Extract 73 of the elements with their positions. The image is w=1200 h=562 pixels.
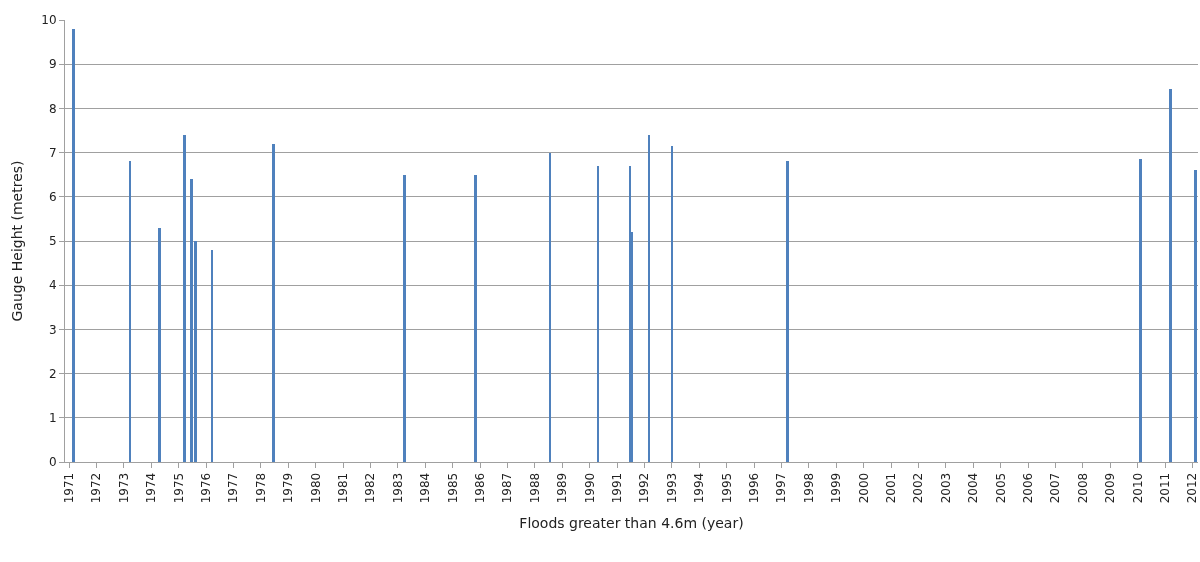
x-tick-label: 1980 <box>308 472 323 504</box>
x-tick-label: 2005 <box>993 472 1008 504</box>
x-tick-label: 1997 <box>774 472 789 504</box>
bar <box>72 29 75 462</box>
y-tick-label: 3 <box>48 322 57 337</box>
x-tick-label: 2001 <box>884 472 899 504</box>
x-tick-label: 1977 <box>226 472 241 504</box>
x-tick-label: 2000 <box>856 472 871 504</box>
x-tick-label: 2010 <box>1130 472 1145 504</box>
bar <box>648 135 650 462</box>
bar <box>597 166 599 462</box>
bar <box>211 250 213 462</box>
x-tick-label: 1990 <box>582 472 597 504</box>
y-tick-label: 10 <box>41 13 57 28</box>
bar <box>183 135 186 462</box>
x-tick-label: 1992 <box>637 472 652 504</box>
bar <box>129 161 131 462</box>
y-tick-label: 8 <box>48 101 57 116</box>
x-tick-label: 2009 <box>1103 472 1118 504</box>
x-tick-label: 1994 <box>692 472 707 504</box>
y-tick-label: 6 <box>48 190 57 204</box>
x-tick-label: 2002 <box>911 472 926 504</box>
x-tick-label: 1982 <box>363 472 378 504</box>
x-tick-label: 1981 <box>336 472 351 504</box>
bar <box>158 228 161 462</box>
x-tick-label: 1972 <box>89 472 104 504</box>
y-tick-label: 5 <box>48 234 57 249</box>
y-axis-title: Gauge Height (metres) <box>8 160 25 322</box>
x-tick-label: 2004 <box>966 472 981 504</box>
y-tick-label: 2 <box>48 366 57 381</box>
y-tick-label: 0 <box>48 455 57 470</box>
x-tick-label: 1986 <box>473 472 488 504</box>
x-tick-label: 2012 <box>1185 472 1200 504</box>
x-tick-label: 1987 <box>500 472 515 504</box>
x-tick-label: 1983 <box>390 472 405 504</box>
x-tick-label: 1976 <box>199 472 214 504</box>
x-tick-label: 1979 <box>281 472 296 504</box>
bar <box>629 166 631 462</box>
x-tick-label: 1999 <box>829 472 844 504</box>
x-tick-label: 1993 <box>664 472 679 504</box>
x-tick-label: 1996 <box>747 472 762 504</box>
y-tick-label: 9 <box>48 57 57 72</box>
x-tick-label: 1988 <box>527 472 542 504</box>
x-tick-label: 2003 <box>938 472 953 504</box>
x-tick-label: 1975 <box>171 472 186 504</box>
x-tick-label: 2011 <box>1158 472 1173 504</box>
x-tick-label: 1974 <box>144 472 159 504</box>
bar <box>403 175 406 462</box>
bar <box>1169 89 1172 462</box>
bar <box>1194 170 1197 462</box>
bar <box>272 144 275 462</box>
x-tick-label: 1978 <box>253 472 268 504</box>
x-tick-label: 1971 <box>62 472 77 504</box>
x-tick-label: 2007 <box>1048 472 1063 504</box>
bar <box>474 175 477 462</box>
bar <box>671 146 673 462</box>
x-tick-label: 2006 <box>1021 472 1036 504</box>
x-tick-label: 1991 <box>610 472 625 504</box>
x-tick-label: 1998 <box>801 472 816 504</box>
bar <box>549 153 551 462</box>
bar <box>1139 159 1142 462</box>
y-tick-label: 7 <box>48 145 57 160</box>
x-tick-label: 1984 <box>418 472 433 504</box>
x-tick-label: 1995 <box>719 472 734 504</box>
bar <box>786 161 789 462</box>
x-axis-title: Floods greater than 4.6m (year) <box>519 514 744 531</box>
x-tick-label: 1985 <box>445 472 460 504</box>
x-tick-label: 1973 <box>116 472 131 504</box>
y-tick-label: 4 <box>48 278 57 293</box>
x-tick-label: 1989 <box>555 472 570 504</box>
x-tick-label: 2008 <box>1075 472 1090 504</box>
bar <box>190 179 193 462</box>
y-tick-label: 1 <box>48 411 57 425</box>
